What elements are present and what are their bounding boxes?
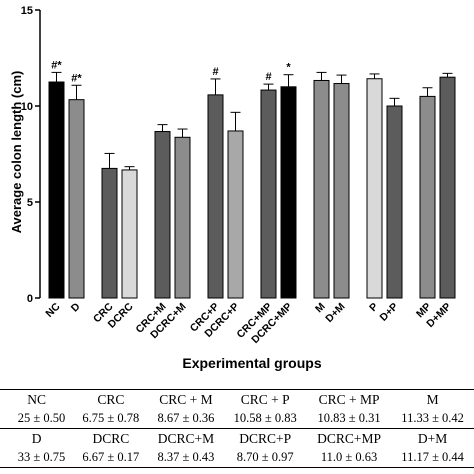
values-table-container: NC CRC CRC + M CRC + P CRC + MP M 25 ± 0… <box>0 389 474 474</box>
table-value-row-2: 33 ± 0.75 6.67 ± 0.17 8.37 ± 0.43 8.70 ±… <box>0 448 474 468</box>
y-tick-label: 15 <box>21 5 33 17</box>
bar-mp <box>419 95 436 299</box>
bar-crc <box>101 167 118 299</box>
significance-marker: #* <box>51 59 62 71</box>
table-cell: CRC + P <box>223 389 307 409</box>
x-tick-label: NC <box>43 300 63 320</box>
significance-marker: # <box>212 66 218 78</box>
table-cell: 11.17 ± 0.44 <box>391 448 474 468</box>
y-axis-label: Average colon length (cm) <box>9 71 24 234</box>
table-cell: DCRC+MP <box>306 428 392 448</box>
x-tick-label: P <box>367 301 380 314</box>
bar-nc <box>48 81 65 299</box>
bar-dcrc-plus-mp <box>280 86 297 299</box>
table-cell: 6.75 ± 0.78 <box>82 411 140 425</box>
bar-d-plus-m <box>333 83 350 299</box>
table-cell: DCRC+P <box>223 428 307 448</box>
bar-crc-plus-p <box>207 94 224 299</box>
table-cell: D+M <box>391 428 474 448</box>
y-tick-label: 5 <box>27 197 33 209</box>
bar-crc-plus-m <box>154 131 171 299</box>
table-cell: 8.67 ± 0.36 <box>157 411 215 425</box>
table-cell: CRC + MP <box>306 389 392 409</box>
bar-dcrc <box>121 169 138 299</box>
values-table: NC CRC CRC + M CRC + P CRC + MP M 25 ± 0… <box>0 389 474 468</box>
bar-dcrc-plus-m <box>174 136 191 299</box>
table-cell: 10.83 ± 0.31 <box>317 411 381 425</box>
table-cell: 6.67 ± 0.17 <box>73 448 149 468</box>
bar-d-plus-mp <box>439 76 456 299</box>
x-tick-label: D+P <box>377 301 400 324</box>
x-axis-label: Experimental groups <box>182 355 321 371</box>
table-cell: 8.70 ± 0.97 <box>223 448 307 468</box>
x-tick-label: D+M <box>323 300 348 325</box>
table-cell: CRC + M <box>148 389 224 409</box>
y-axis: 0 5 10 15 <box>21 5 41 305</box>
table-cell: CRC <box>73 389 149 409</box>
significance-marker: * <box>286 62 291 74</box>
bar-dcrc-plus-p <box>227 130 244 299</box>
table-cell: 8.37 ± 0.43 <box>148 448 224 468</box>
table-cell: D <box>0 428 74 448</box>
bar-m <box>313 79 330 299</box>
x-tick-label: D <box>69 300 83 314</box>
table-cell: M <box>391 389 474 409</box>
table-value-row-1: 25 ± 0.50 6.75 ± 0.78 8.67 ± 0.36 10.58 … <box>0 409 474 429</box>
bars-layer: #*#*# #* <box>48 59 456 299</box>
table-header-row-2: D DCRC DCRC+M DCRC+P DCRC+MP D+M <box>0 428 474 448</box>
y-tick-label: 0 <box>27 293 33 305</box>
table-cell: DCRC <box>73 428 149 448</box>
bar-d-plus-p <box>386 105 403 299</box>
significance-marker: # <box>265 71 271 83</box>
table-cell: 11.33 ± 0.42 <box>401 411 464 425</box>
table-cell: DCRC+M <box>148 428 224 448</box>
bar-crc-plus-mp <box>260 89 277 299</box>
table-cell: 11.0 ± 0.63 <box>306 448 392 468</box>
bar-p <box>366 78 383 299</box>
table-cell: 33 ± 0.75 <box>0 448 74 468</box>
table-cell: NC <box>0 389 74 409</box>
y-tick-label: 10 <box>21 101 33 113</box>
table-cell: 10.58 ± 0.83 <box>233 411 297 425</box>
table-header-row-1: NC CRC CRC + M CRC + P CRC + MP M <box>0 389 474 409</box>
table-cell: 25 ± 0.50 <box>17 411 66 425</box>
bar-d <box>68 99 85 299</box>
significance-marker: #* <box>71 72 82 84</box>
